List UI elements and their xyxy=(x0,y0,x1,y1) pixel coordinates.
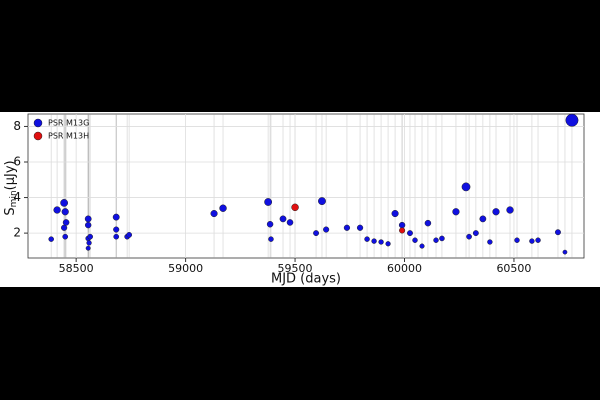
data-point xyxy=(398,221,406,229)
data-point xyxy=(565,113,579,127)
data-point xyxy=(424,219,432,227)
data-point xyxy=(62,233,69,240)
data-point xyxy=(371,238,377,244)
y-axis-label: Smin(μJy) xyxy=(3,160,19,215)
data-point xyxy=(318,197,326,206)
y-tick-label: 4 xyxy=(13,190,21,204)
x-tick-label: 59000 xyxy=(168,262,203,275)
data-point xyxy=(291,203,299,212)
data-point xyxy=(286,219,294,226)
legend-label: PSR M13H xyxy=(48,132,89,141)
data-point xyxy=(529,238,535,244)
data-point xyxy=(407,230,413,237)
data-point xyxy=(210,210,218,218)
y-label-unit: (μJy) xyxy=(3,160,18,190)
data-point xyxy=(419,243,425,249)
data-point xyxy=(61,208,69,216)
data-point xyxy=(506,206,514,214)
x-tick-label: 60500 xyxy=(496,262,531,275)
data-point xyxy=(562,249,568,255)
data-point xyxy=(113,226,120,233)
y-tick-label: 2 xyxy=(13,226,21,240)
y-label-subscript: min xyxy=(9,190,19,207)
data-point xyxy=(219,204,227,212)
data-point xyxy=(479,215,487,223)
y-label-symbol: S xyxy=(3,207,18,215)
data-point xyxy=(279,215,287,223)
data-point xyxy=(323,226,330,233)
data-point xyxy=(60,199,69,207)
legend-marker xyxy=(33,131,43,141)
x-tick-label: 58500 xyxy=(59,262,94,275)
x-tick-label: 60000 xyxy=(387,262,422,275)
data-point xyxy=(313,230,320,237)
data-point xyxy=(87,233,94,240)
data-point xyxy=(48,236,54,242)
data-point xyxy=(264,198,273,206)
x-axis-label: MJD (days) xyxy=(271,272,341,287)
data-point xyxy=(85,245,91,251)
x-tick-label: 59500 xyxy=(278,262,313,275)
data-point xyxy=(84,215,92,223)
data-point xyxy=(472,230,479,237)
data-point xyxy=(61,224,68,231)
y-tick-label: 6 xyxy=(13,155,21,169)
data-point xyxy=(554,229,561,236)
plot-frame xyxy=(27,113,585,259)
data-point xyxy=(62,219,70,226)
data-point xyxy=(412,237,418,243)
data-point xyxy=(391,210,399,218)
legend-label: PSR M13G xyxy=(48,119,89,128)
data-point xyxy=(385,241,391,247)
data-point xyxy=(433,237,439,243)
data-point xyxy=(343,224,351,231)
data-point xyxy=(514,237,520,243)
data-point xyxy=(268,236,274,242)
data-point xyxy=(53,206,61,214)
data-point xyxy=(84,221,92,229)
data-point xyxy=(86,240,92,246)
data-point xyxy=(266,220,274,228)
data-point xyxy=(378,239,384,245)
data-point xyxy=(364,236,370,242)
data-point xyxy=(112,213,120,221)
data-point xyxy=(113,233,120,240)
y-tick-label: 8 xyxy=(13,119,21,133)
data-point xyxy=(399,227,406,234)
data-point xyxy=(126,231,133,238)
legend-marker xyxy=(33,118,43,128)
data-point xyxy=(492,208,500,216)
data-point xyxy=(452,208,460,216)
data-point xyxy=(439,235,445,242)
data-point xyxy=(466,233,472,240)
data-point xyxy=(487,239,493,245)
data-point xyxy=(461,182,471,192)
data-point xyxy=(535,237,541,243)
data-point xyxy=(356,224,364,231)
